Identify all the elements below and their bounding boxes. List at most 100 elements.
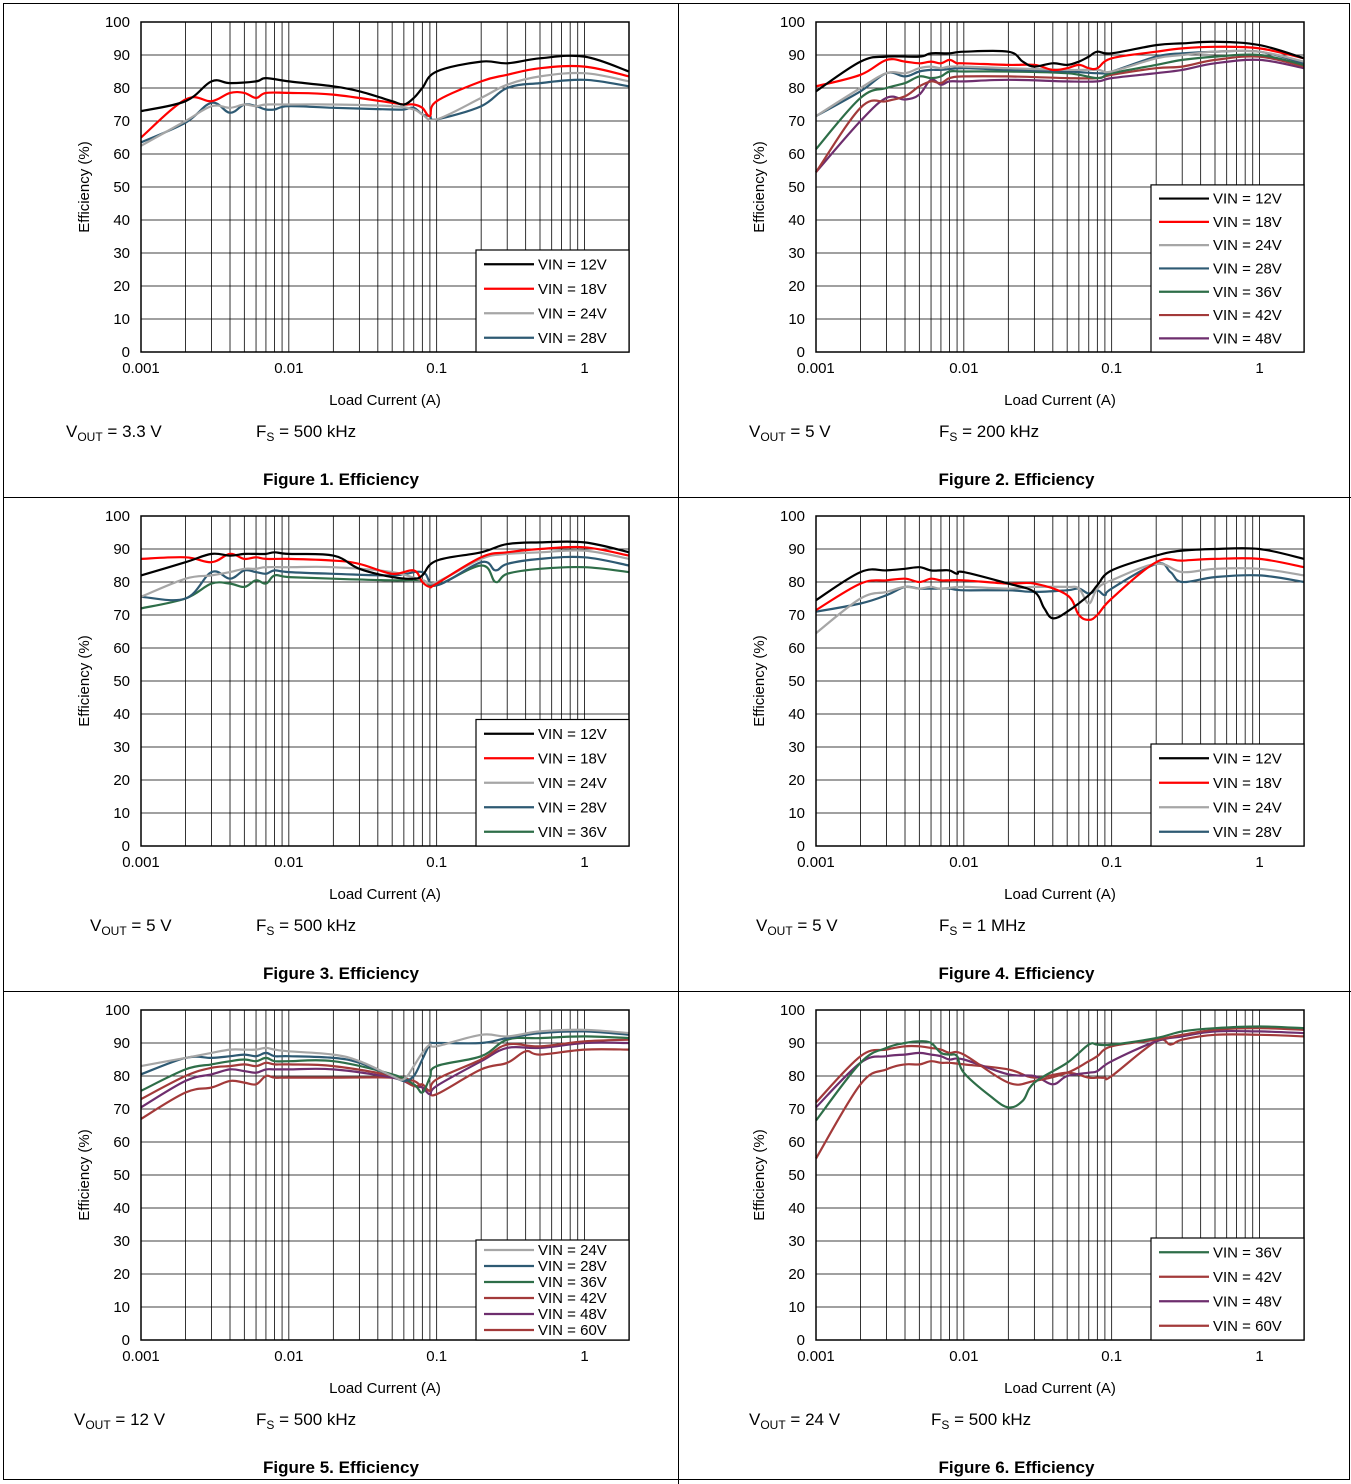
legend-entry: VIN = 24V	[538, 305, 607, 322]
x-axis-label: Load Current (A)	[329, 1380, 441, 1397]
y-tick-label: 30	[113, 739, 130, 756]
conditions-line: VOUT = 12 V FS = 500 kHz	[74, 1410, 356, 1432]
legend-entry: VIN = 36V	[538, 824, 607, 841]
plot-area-border	[815, 515, 1305, 847]
legend-entry: VIN = 18V	[1213, 214, 1282, 231]
y-tick-label: 80	[788, 80, 805, 97]
y-tick-label: 70	[788, 1101, 805, 1118]
series-line-vin-28v	[815, 49, 1305, 118]
legend-entry: VIN = 18V	[538, 281, 607, 298]
legend-entry: VIN = 28V	[538, 330, 607, 347]
y-tick-label: 30	[113, 245, 130, 262]
efficiency-chart-1: 0 10 20 30 40 50 60 70 80 90 100 0.001 0.01 0.1 1 Load …	[76, 14, 630, 409]
x-tick-label: 0.001	[122, 854, 160, 871]
y-axis-label: Efficiency (%)	[751, 141, 768, 232]
y-tick-label: 50	[113, 179, 130, 196]
conditions-line: VOUT = 5 V FS = 200 kHz	[749, 422, 1039, 444]
x-tick-label: 0.1	[1101, 854, 1122, 871]
y-tick-label: 0	[797, 838, 805, 855]
y-tick-label: 100	[780, 1002, 805, 1019]
y-tick-label: 100	[780, 14, 805, 31]
series-line-vin-60v	[140, 1048, 630, 1120]
series-group	[140, 540, 630, 610]
y-tick-label: 0	[122, 1332, 130, 1349]
conditions-line: VOUT = 5 V FS = 1 MHz	[756, 916, 1026, 938]
x-tick-label: 0.01	[949, 854, 978, 871]
y-tick-label: 100	[105, 14, 130, 31]
y-tick-label: 90	[113, 47, 130, 64]
fs-label: FS = 200 kHz	[939, 422, 1040, 444]
y-tick-label: 80	[113, 80, 130, 97]
series-line-vin-36v	[140, 1035, 630, 1094]
y-tick-label: 10	[113, 805, 130, 822]
figure-grid: 0 10 20 30 40 50 60 70 80 90 100 0.001 0.01 0.1 1 Load …	[3, 3, 1351, 1484]
x-tick-label: 0.1	[1101, 1348, 1122, 1365]
legend-entry: VIN = 24V	[1213, 799, 1282, 816]
x-tick-label: 0.1	[426, 360, 447, 377]
y-tick-label: 30	[788, 739, 805, 756]
y-tick-label: 60	[113, 1134, 130, 1151]
plot-area-border	[140, 21, 630, 353]
y-tick-label: 60	[788, 146, 805, 163]
legend-entry: VIN = 28V	[1213, 824, 1282, 841]
efficiency-chart-4: 0 10 20 30 40 50 60 70 80 90 100 0.001 0.01 0.1 1 Load …	[751, 508, 1305, 903]
legend-entry: VIN = 36V	[538, 1274, 607, 1291]
y-tick-label: 0	[797, 1332, 805, 1349]
figure-caption: Figure 6. Efficiency	[938, 1458, 1095, 1477]
y-tick-label: 20	[788, 772, 805, 789]
y-tick-label: 90	[113, 1035, 130, 1052]
y-tick-label: 40	[788, 212, 805, 229]
legend-entry: VIN = 48V	[1213, 330, 1282, 347]
conditions-line: VOUT = 5 V FS = 500 kHz	[90, 916, 356, 938]
vout-label: VOUT = 24 V	[749, 1410, 841, 1432]
legend-entry: VIN = 12V	[538, 256, 607, 273]
y-tick-label: 50	[113, 673, 130, 690]
legend-box	[1150, 1237, 1305, 1341]
legend-box	[475, 1239, 630, 1341]
chart-cell-3: 0 10 20 30 40 50 60 70 80 90 100 0.001 0.01 0.1 1 Load …	[4, 498, 679, 992]
y-tick-label: 10	[788, 1299, 805, 1316]
x-tick-label: 1	[1255, 854, 1263, 871]
series-line-vin-36v	[815, 53, 1305, 150]
legend-box	[1150, 743, 1305, 847]
series-group	[815, 547, 1305, 635]
legend-entry: VIN = 42V	[538, 1290, 607, 1307]
y-tick-label: 0	[797, 344, 805, 361]
y-tick-label: 70	[788, 113, 805, 130]
x-axis-label: Load Current (A)	[329, 392, 441, 409]
series-line-vin-28v	[140, 555, 630, 602]
y-tick-label: 20	[113, 1266, 130, 1283]
legend-entry: VIN = 36V	[1213, 284, 1282, 301]
y-tick-label: 80	[113, 574, 130, 591]
x-tick-label: 0.01	[274, 1348, 303, 1365]
x-tick-label: 0.1	[1101, 360, 1122, 377]
x-tick-label: 0.001	[797, 854, 835, 871]
x-tick-label: 0.001	[122, 1348, 160, 1365]
y-tick-label: 20	[788, 278, 805, 295]
series-line-vin-36v	[815, 1025, 1305, 1122]
y-tick-label: 30	[788, 245, 805, 262]
series-line-vin-42v	[815, 55, 1305, 173]
y-tick-label: 80	[788, 574, 805, 591]
y-tick-label: 70	[113, 607, 130, 624]
y-tick-label: 30	[788, 1233, 805, 1250]
legend-entry: VIN = 48V	[1213, 1293, 1282, 1310]
fs-label: FS = 500 kHz	[256, 916, 357, 938]
chart-cell-5: 0 10 20 30 40 50 60 70 80 90 100 0.001 0.01 0.1 1 Load …	[4, 992, 679, 1484]
series-line-vin-36v	[140, 564, 630, 610]
y-tick-label: 100	[105, 1002, 130, 1019]
y-tick-label: 70	[113, 1101, 130, 1118]
vout-label: VOUT = 5 V	[749, 422, 831, 444]
legend-entry: VIN = 12V	[538, 726, 607, 743]
x-axis-label: Load Current (A)	[1004, 392, 1116, 409]
vout-label: VOUT = 3.3 V	[66, 422, 162, 444]
series-line-vin-28v	[140, 78, 630, 144]
legend: VIN = 12V VIN = 18V VIN = 24V VIN = 28V	[1150, 743, 1305, 847]
series-line-vin-24v	[140, 1028, 630, 1082]
y-axis-label: Efficiency (%)	[76, 1129, 93, 1220]
series-line-vin-24v	[815, 562, 1305, 635]
x-tick-label: 1	[580, 360, 588, 377]
series-line-vin-24v	[140, 71, 630, 147]
efficiency-chart-2: 0 10 20 30 40 50 60 70 80 90 100 0.001 0.01 0.1 1 Load …	[751, 14, 1305, 409]
figure-caption: Figure 2. Efficiency	[938, 470, 1095, 489]
